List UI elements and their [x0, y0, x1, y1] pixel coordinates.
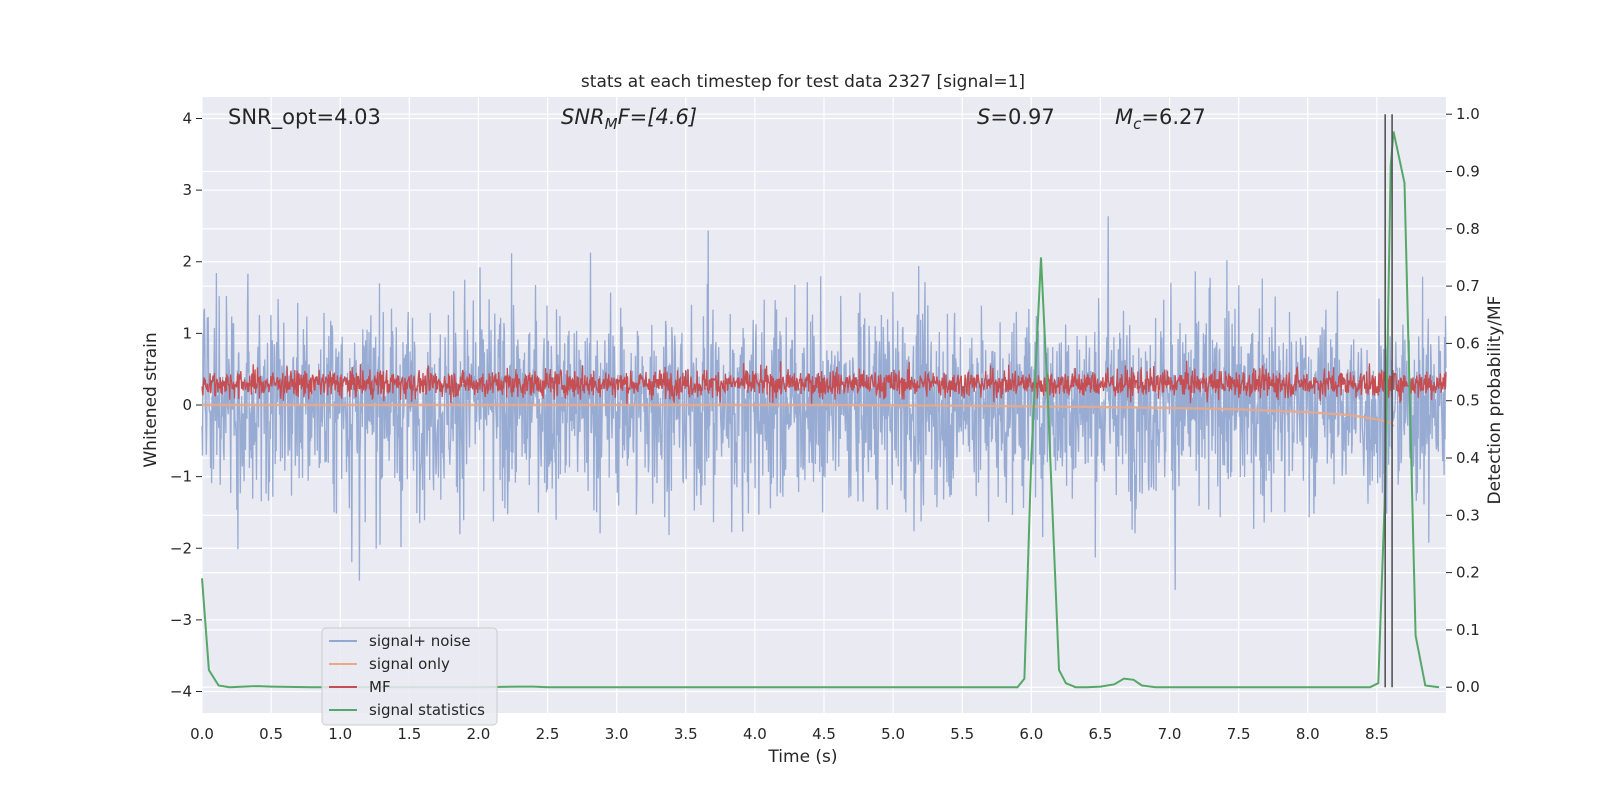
- annotation-mc-sub: c: [1133, 115, 1142, 133]
- x-tick-label: 6.5: [1089, 725, 1113, 743]
- annotation-snr-mf-base: SNR: [561, 105, 605, 129]
- annotation-s-rest: =0.97: [990, 105, 1054, 129]
- y-left-tick-label: 4: [182, 109, 192, 127]
- axis-ticks: 0.0 0.5 1.0 1.5 2.0 2.5 3.0 3.5 4.0 4.5 5.0 5.5 6.0 6…: [170, 105, 1480, 743]
- legend-label-mf: MF: [369, 678, 391, 696]
- x-tick-label: 2.0: [467, 725, 491, 743]
- legend-item-signal-statistics: signal statistics: [329, 701, 485, 719]
- y-left-tick-label: 2: [182, 253, 192, 271]
- annotation-s: S=0.97: [977, 105, 1055, 129]
- y-right-tick-label: 1.0: [1456, 105, 1480, 123]
- y-left-tick-label: 1: [182, 324, 192, 342]
- series-line-mf: [201, 360, 1447, 406]
- x-tick-label: 1.0: [328, 725, 352, 743]
- y-left-tick-label: 3: [182, 181, 192, 199]
- legend-label-signal-statistics: signal statistics: [369, 701, 485, 719]
- y-right-tick-label: 0.1: [1456, 621, 1480, 639]
- x-tick-label: 8.0: [1296, 725, 1320, 743]
- x-tick-label: 1.5: [397, 725, 421, 743]
- vertical-markers: [1384, 114, 1393, 688]
- y-right-tick-label: 0.7: [1456, 277, 1480, 295]
- annotation-mc-base: M: [1115, 105, 1133, 129]
- x-tick-label: 8.5: [1365, 725, 1389, 743]
- x-tick-label: 3.5: [674, 725, 698, 743]
- data-series: [201, 131, 1447, 689]
- x-tick-label: 5.5: [950, 725, 974, 743]
- y-right-tick-label: 0.3: [1456, 506, 1480, 524]
- y-right-tick-label: 0.9: [1456, 162, 1480, 180]
- x-tick-label: 4.0: [743, 725, 767, 743]
- series-line-signal-only: [202, 403, 1395, 428]
- y-axis-left-title: Whitened strain: [141, 332, 161, 467]
- y-right-tick-label: 0.6: [1456, 334, 1480, 352]
- y-left-tick-label: −1: [170, 468, 192, 486]
- y-right-tick-label: 0.8: [1456, 220, 1480, 238]
- x-tick-label: 7.5: [1227, 725, 1251, 743]
- y-right-tick-label: 0.2: [1456, 564, 1480, 582]
- legend-item-signal-only: signal only: [329, 655, 450, 673]
- x-tick-label: 4.5: [812, 725, 836, 743]
- annotation-s-italic: S: [977, 105, 990, 129]
- x-tick-label: 0.5: [259, 725, 283, 743]
- annotation-snr-mf-rest: F=[4.6]: [618, 105, 697, 129]
- annotation-mc-rest: =6.27: [1141, 105, 1205, 129]
- legend-item-mf: MF: [329, 678, 391, 696]
- y-axis-right-title: Detection probability/MF: [1485, 296, 1505, 505]
- x-tick-label: 3.0: [605, 725, 629, 743]
- annotation-mc: Mc=6.27: [1115, 105, 1206, 133]
- y-left-tick-label: −2: [170, 539, 192, 557]
- y-right-tick-label: 0.5: [1456, 392, 1480, 410]
- y-left-tick-label: −4: [170, 683, 192, 701]
- annotation-snr-opt: SNR_opt=4.03: [228, 105, 381, 130]
- annotation-snr-mf: SNRMF=[4.6]: [561, 105, 697, 133]
- legend-label-signal-noise: signal+ noise: [369, 632, 471, 650]
- x-tick-label: 7.0: [1158, 725, 1182, 743]
- y-right-tick-label: 0.0: [1456, 678, 1480, 696]
- x-tick-label: 2.5: [536, 725, 560, 743]
- annotation-snr-mf-sub: M: [605, 115, 618, 133]
- chart-title: stats at each timestep for test data 232…: [581, 72, 1025, 92]
- y-left-tick-label: −3: [170, 611, 192, 629]
- legend-box: [321, 627, 498, 726]
- y-left-tick-label: 0: [182, 396, 192, 414]
- legend-label-signal-only: signal only: [369, 655, 450, 673]
- x-tick-label: 5.0: [881, 725, 905, 743]
- y-right-tick-label: 0.4: [1456, 449, 1480, 467]
- legend: signal+ noise signal only MF signal stat…: [321, 627, 498, 726]
- x-tick-label: 6.0: [1019, 725, 1043, 743]
- legend-item-signal-noise: signal+ noise: [329, 632, 471, 650]
- series-line-signal-noise: [201, 216, 1447, 591]
- x-axis-title: Time (s): [767, 747, 837, 767]
- x-tick-label: 0.0: [190, 725, 214, 743]
